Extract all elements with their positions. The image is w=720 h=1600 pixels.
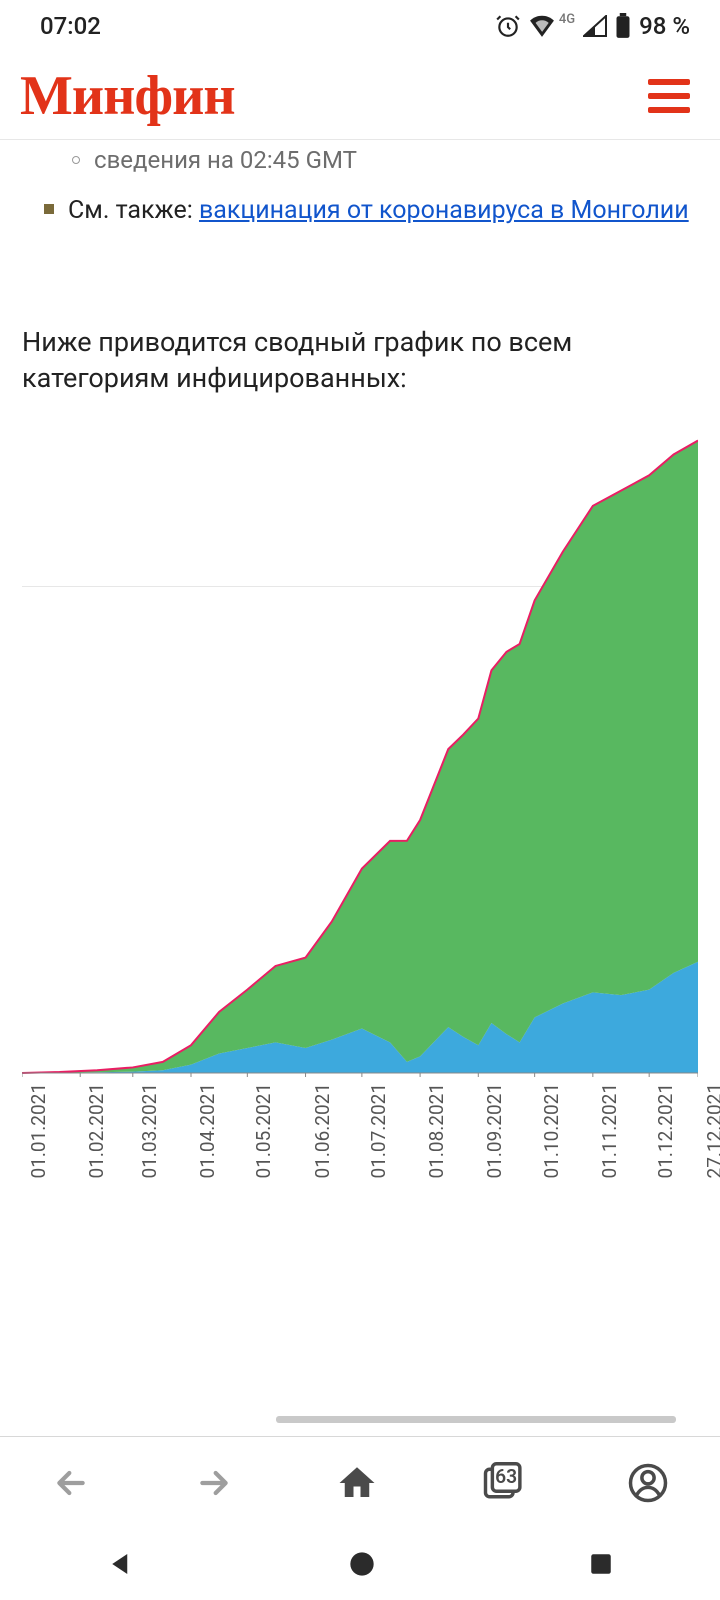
x-tick-label: 01.09.2021 [483, 1083, 506, 1178]
see-also-row: См. также: вакцинация от коронавируса в … [22, 194, 698, 228]
timestamp-text: сведения на 02:45 GMT [94, 146, 357, 174]
forward-button[interactable] [194, 1463, 234, 1503]
battery-percent: 98 % [639, 12, 690, 40]
chart-description: Ниже приводится сводный график по всем к… [22, 324, 698, 397]
site-logo[interactable]: Минфин [20, 64, 235, 128]
home-button[interactable] [336, 1462, 378, 1504]
x-tick-label: 01.02.2021 [85, 1083, 108, 1178]
battery-icon [615, 13, 631, 39]
x-tick-label: 01.01.2021 [27, 1083, 50, 1178]
article-content: сведения на 02:45 GMT См. также: вакцина… [0, 146, 720, 1203]
x-tick-label: 01.05.2021 [252, 1083, 275, 1178]
x-tick-label: 01.08.2021 [425, 1083, 448, 1178]
wifi-icon [529, 15, 555, 37]
tabs-button[interactable]: 63 [480, 1461, 524, 1505]
x-tick-label: 01.10.2021 [540, 1083, 563, 1178]
x-tick-label: 01.07.2021 [367, 1083, 390, 1178]
bullet-dot-icon [72, 156, 80, 164]
horizontal-scrollbar[interactable] [276, 1416, 676, 1423]
sys-home-button[interactable] [348, 1550, 376, 1578]
area-chart-svg [22, 437, 698, 1077]
x-tick-label: 01.11.2021 [598, 1083, 621, 1178]
back-button[interactable] [51, 1463, 91, 1503]
status-bar: 07:02 4G 98 % [0, 0, 720, 52]
sys-recent-button[interactable] [588, 1551, 614, 1577]
see-also-prefix: См. также: [68, 196, 199, 225]
profile-button[interactable] [627, 1462, 669, 1504]
network-label: 4G [559, 12, 575, 27]
see-also-link[interactable]: вакцинация от коронавируса в Монголии [199, 196, 689, 225]
x-tick-label: 27.12.2021 [703, 1083, 720, 1178]
sys-back-button[interactable] [106, 1549, 136, 1579]
infection-chart: 01.01.2021 01.02.2021 01.03.2021 01.04.2021… [22, 437, 698, 1203]
x-tick-label: 01.03.2021 [138, 1083, 161, 1178]
x-tick-label: 01.12.2021 [654, 1083, 677, 1178]
x-tick-label: 01.06.2021 [311, 1083, 334, 1178]
alarm-icon [495, 13, 521, 39]
tab-count: 63 [495, 1465, 517, 1488]
status-icons: 4G 98 % [495, 12, 690, 40]
x-tick-label: 01.04.2021 [196, 1083, 219, 1178]
status-time: 07:02 [40, 12, 101, 40]
app-header: Минфин [0, 52, 720, 140]
signal-icon [583, 15, 607, 37]
bullet-square-icon [44, 204, 54, 214]
data-timestamp-note: сведения на 02:45 GMT [22, 146, 698, 174]
browser-toolbar: 63 [0, 1436, 720, 1528]
system-nav-bar [0, 1528, 720, 1600]
chart-x-axis-labels: 01.01.2021 01.02.2021 01.03.2021 01.04.2021… [22, 1083, 698, 1203]
menu-button[interactable] [648, 79, 690, 113]
